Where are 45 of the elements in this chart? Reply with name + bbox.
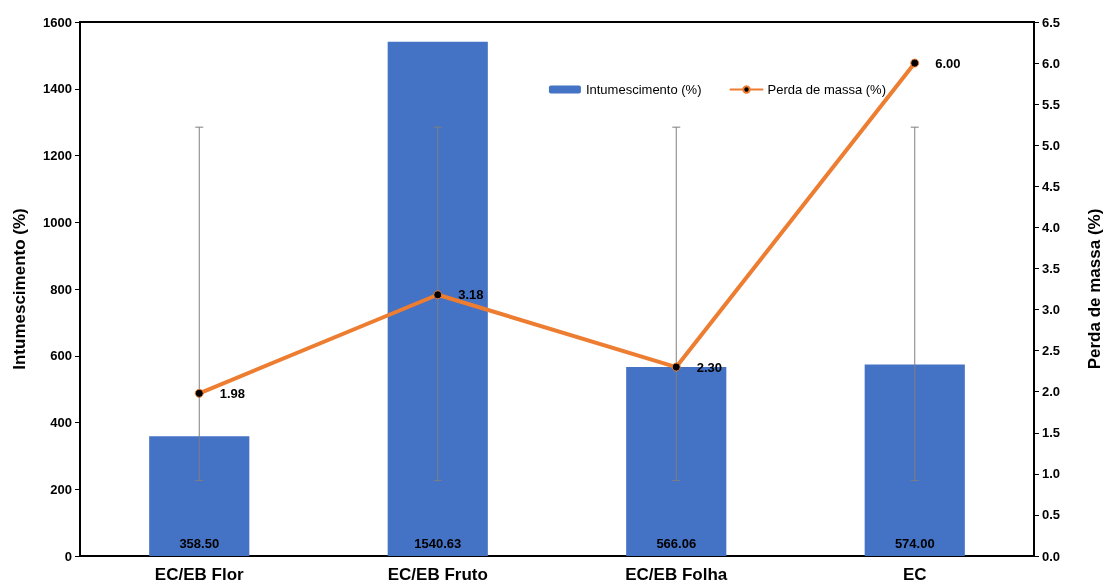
point <box>194 388 204 398</box>
data-label: 1540.63 <box>414 536 462 551</box>
y-tick-label: 200 <box>50 481 72 497</box>
point <box>910 58 920 68</box>
y2-tick-label: 5.0 <box>1042 137 1061 153</box>
data-label: 358.50 <box>179 536 220 551</box>
y2-tick-label: 1.5 <box>1042 425 1061 441</box>
y-tick-label: 1600 <box>43 14 72 30</box>
data-label: 3.18 <box>458 287 484 303</box>
y2-tick-label: 3.5 <box>1042 260 1061 276</box>
legend-label: Perda de massa (%) <box>767 82 887 97</box>
y2-tick-label: 2.5 <box>1042 343 1061 359</box>
y-tick-label: 1400 <box>43 81 72 97</box>
y-tick-label: 1200 <box>43 148 72 163</box>
x-tick-label: EC/EB Flor <box>154 565 245 584</box>
x-tick-label: EC/EB Folha <box>625 565 728 584</box>
y2-tick-label: 1.0 <box>1042 466 1061 482</box>
y2-tick-label: 0.0 <box>1042 548 1061 564</box>
y-axis-title: Intumescimento (%) <box>10 208 29 370</box>
y2-tick-label: 4.5 <box>1042 178 1061 194</box>
point <box>671 362 681 372</box>
data-label: 574.00 <box>894 536 935 551</box>
y2-tick-label: 0.5 <box>1042 507 1061 523</box>
bar <box>387 41 488 556</box>
y-tick-label: 600 <box>50 348 72 364</box>
point <box>433 290 443 300</box>
data-label: 566.06 <box>656 536 697 551</box>
y-tick-label: 1000 <box>43 214 72 230</box>
y-tick-label: 800 <box>50 281 72 297</box>
y-tick-label: 400 <box>50 415 72 430</box>
legend-label: Intumescimento (%) <box>585 82 702 97</box>
bar <box>149 436 250 556</box>
x-tick-label: EC/EB Fruto <box>387 565 488 584</box>
bar <box>864 364 965 556</box>
y2-tick-label: 2.0 <box>1042 384 1061 400</box>
y2-tick-label: 3.0 <box>1042 302 1061 318</box>
data-label: 6.00 <box>935 55 961 71</box>
data-label: 1.98 <box>219 385 246 401</box>
y2-tick-label: 6.5 <box>1042 14 1061 30</box>
y2-tick-label: 6.0 <box>1042 55 1061 71</box>
y2-axis-title: Perda de massa (%) <box>1085 208 1104 370</box>
y-tick-label: 0 <box>64 548 72 564</box>
y2-tick-label: 5.5 <box>1042 96 1061 112</box>
y2-tick-label: 4.0 <box>1042 219 1061 235</box>
x-tick-label: EC <box>902 565 927 584</box>
